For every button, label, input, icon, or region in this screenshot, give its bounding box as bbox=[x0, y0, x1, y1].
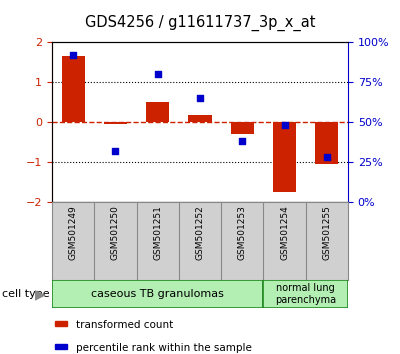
Text: GSM501252: GSM501252 bbox=[196, 205, 204, 259]
Point bbox=[154, 72, 161, 77]
Text: caseous TB granulomas: caseous TB granulomas bbox=[91, 289, 224, 299]
Point bbox=[239, 138, 246, 144]
Bar bbox=[146, 102, 169, 122]
Text: ▶: ▶ bbox=[35, 287, 46, 301]
Bar bbox=[55, 344, 67, 349]
Text: GSM501253: GSM501253 bbox=[238, 205, 247, 260]
Bar bbox=[273, 122, 296, 192]
Text: GSM501250: GSM501250 bbox=[111, 205, 120, 260]
Bar bbox=[231, 122, 254, 134]
Text: GSM501251: GSM501251 bbox=[153, 205, 162, 260]
Bar bbox=[188, 115, 212, 122]
Bar bbox=[264, 280, 348, 308]
Text: GSM501249: GSM501249 bbox=[69, 205, 78, 259]
Text: transformed count: transformed count bbox=[76, 320, 173, 330]
Text: GSM501255: GSM501255 bbox=[322, 205, 331, 260]
Bar bbox=[104, 122, 127, 124]
Point bbox=[197, 95, 203, 101]
Text: normal lung
parenchyma: normal lung parenchyma bbox=[275, 283, 336, 305]
Point bbox=[281, 122, 288, 128]
Bar bbox=[55, 321, 67, 326]
Text: GSM501254: GSM501254 bbox=[280, 205, 289, 259]
Point bbox=[70, 52, 76, 58]
Text: GDS4256 / g11611737_3p_x_at: GDS4256 / g11611737_3p_x_at bbox=[85, 15, 315, 31]
Point bbox=[324, 154, 330, 160]
Text: percentile rank within the sample: percentile rank within the sample bbox=[76, 343, 252, 353]
Bar bbox=[315, 122, 338, 164]
Point bbox=[112, 148, 119, 154]
Bar bbox=[62, 56, 85, 122]
Bar bbox=[52, 280, 264, 308]
Text: cell type: cell type bbox=[2, 289, 50, 299]
